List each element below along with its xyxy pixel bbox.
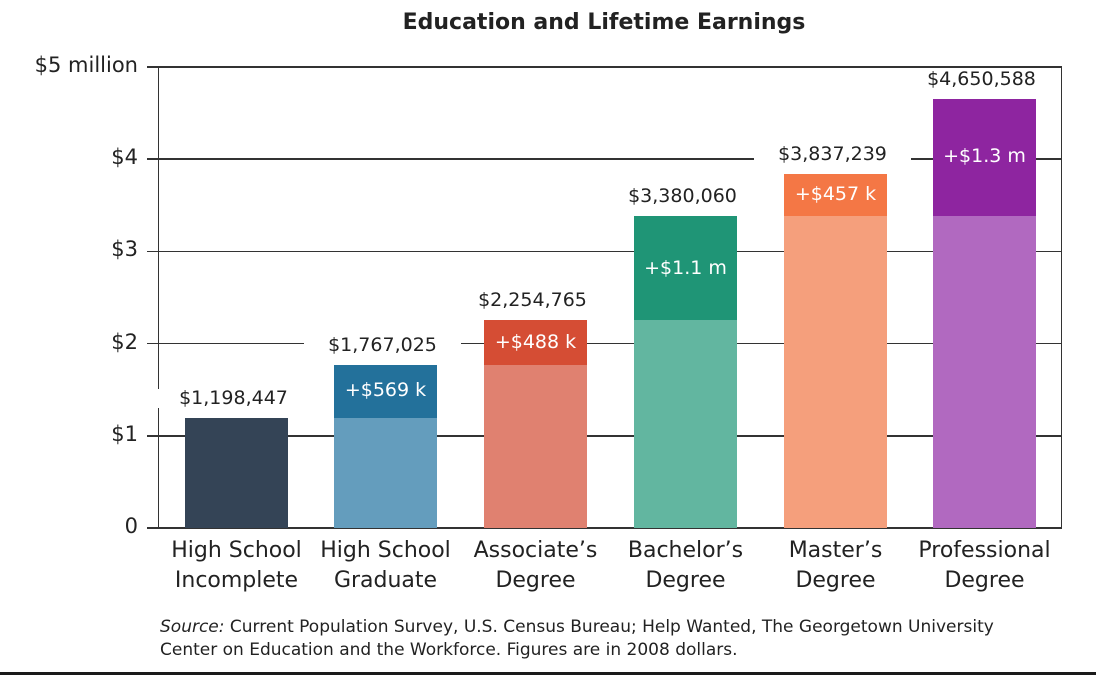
increment-label: +$1.3 m (943, 145, 1026, 168)
increment-label: +$569 k (344, 379, 427, 402)
y-tick-label: $5 million (34, 53, 138, 77)
plot-area (158, 67, 1062, 528)
x-label-line: Graduate (333, 568, 438, 593)
total-label: $3,837,239 (754, 145, 911, 165)
bar-increment (484, 320, 587, 366)
x-label-line: Degree (795, 568, 876, 593)
source-note: Source: Current Population Survey, U.S. … (160, 616, 1080, 662)
y-tick (147, 342, 158, 345)
gridline (158, 250, 1062, 253)
total-label: $1,767,025 (304, 336, 461, 356)
increment-label: +$488 k (494, 330, 577, 353)
x-category-label: Associate’s Degree (454, 536, 617, 596)
x-label-line: Degree (944, 568, 1025, 593)
chart-title: Education and Lifetime Earnings (402, 10, 806, 35)
y-tick (147, 435, 158, 437)
bar-base (484, 365, 587, 528)
total-label: $3,380,060 (604, 187, 761, 207)
bar-base (334, 417, 437, 528)
y-tick-label: $2 (111, 329, 138, 354)
bar-increment (933, 99, 1036, 217)
x-label-line: Professional (918, 538, 1051, 563)
gridline (158, 342, 1062, 345)
x-label-line: Degree (645, 568, 726, 593)
source-line-1: Current Population Survey, U.S. Census B… (224, 617, 994, 637)
bar-base (933, 216, 1036, 528)
x-category-label: High School Graduate (304, 536, 467, 596)
y-tick (147, 158, 158, 160)
gridline (158, 66, 1062, 68)
bar-base (784, 216, 887, 528)
frame-border (0, 672, 1096, 675)
x-label-line: Master’s (788, 538, 883, 563)
increment-label: +$457 k (794, 183, 877, 206)
gridline (158, 527, 1062, 529)
bar-increment (334, 365, 437, 418)
gridline (158, 158, 1062, 160)
bar-base (185, 417, 288, 528)
x-category-label: High School Incomplete (155, 536, 318, 596)
x-category-label: Master’s Degree (754, 536, 917, 596)
x-label-line: High School (171, 538, 302, 563)
y-tick-label: $4 (111, 145, 138, 170)
total-label: $1,198,447 (155, 388, 312, 408)
x-label-line: Bachelor’s (627, 538, 744, 563)
bar-increment (634, 216, 737, 321)
x-category-label: Bachelor’s Degree (604, 536, 767, 596)
y-tick (147, 66, 158, 68)
x-label-line: Degree (495, 568, 576, 593)
source-prefix: Source: (160, 617, 225, 637)
bar-base (634, 320, 737, 528)
y-tick-label: 0 (124, 514, 138, 538)
bar-increment (784, 174, 887, 217)
total-label: $2,254,765 (454, 291, 611, 311)
increment-label: +$1.1 m (644, 257, 727, 280)
x-label-line: Incomplete (174, 568, 299, 593)
x-label-line: Associate’s (473, 538, 598, 563)
source-line-2: Center on Education and the Workforce. F… (160, 640, 738, 660)
y-tick (147, 527, 158, 529)
y-tick-label: $1 (111, 421, 138, 446)
y-tick-label: $3 (111, 237, 138, 262)
y-tick (147, 250, 158, 253)
total-label: $4,650,588 (903, 70, 1060, 90)
x-category-label: Professional Degree (903, 536, 1066, 596)
gridline (158, 435, 1062, 437)
x-label-line: High School (320, 538, 451, 563)
